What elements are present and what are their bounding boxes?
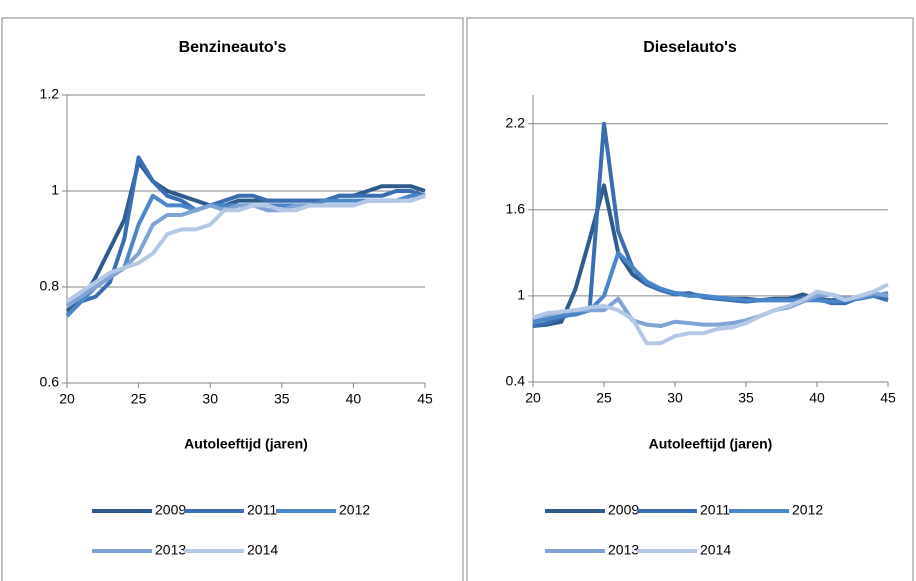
x-tick-label: 20: [59, 391, 75, 407]
y-tick-label: 1.2: [40, 86, 60, 102]
legend-label: 2013: [155, 542, 186, 558]
legend-label: 2012: [792, 502, 823, 518]
x-tick-label: 45: [880, 390, 896, 406]
legend-label: 2013: [608, 542, 639, 558]
y-tick-label: 0.4: [506, 373, 526, 389]
legend-label: 2014: [247, 542, 278, 558]
legend-label: 2012: [339, 502, 370, 518]
series-line: [532, 282, 889, 346]
x-tick-label: 30: [202, 391, 218, 407]
y-tick-label: 1: [51, 182, 59, 198]
x-tick-label: 45: [417, 391, 433, 407]
y-tick-label: 0.8: [40, 278, 60, 294]
chart-title: Dieselauto's: [643, 39, 737, 56]
legend-label: 2009: [608, 502, 639, 518]
x-tick-label: 35: [738, 390, 754, 406]
series-line: [65, 193, 426, 304]
legend-label: 2011: [700, 502, 730, 518]
y-tick-label: 0.6: [40, 374, 60, 390]
x-tick-label: 25: [131, 391, 147, 407]
y-tick-label: 2.2: [506, 114, 526, 130]
series-line: [65, 155, 426, 318]
legend-label: 2014: [700, 542, 731, 558]
y-tick-label: 1.6: [506, 201, 526, 217]
chart-title: Benzineauto's: [179, 39, 287, 56]
x-tick-label: 20: [525, 390, 541, 406]
x-tick-label: 30: [667, 390, 683, 406]
x-axis-label: Autoleeftijd (jaren): [184, 436, 308, 452]
legend-label: 2009: [155, 502, 186, 518]
x-axis-label: Autoleeftijd (jaren): [649, 436, 773, 452]
series-line: [65, 160, 426, 313]
x-tick-label: 25: [596, 390, 612, 406]
panel-border: [466, 17, 914, 581]
x-tick-label: 40: [809, 390, 825, 406]
x-tick-label: 40: [346, 391, 362, 407]
y-tick-label: 1: [517, 287, 525, 303]
x-tick-label: 35: [274, 391, 290, 407]
panel-border: [1, 17, 464, 581]
legend-label: 2011: [247, 502, 277, 518]
